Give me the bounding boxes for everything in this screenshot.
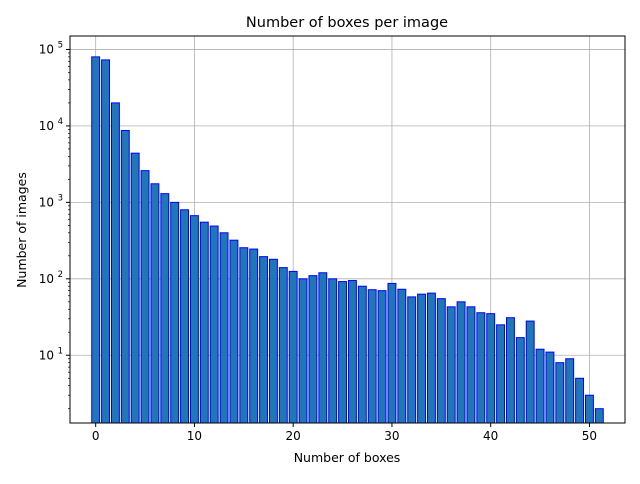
bar (180, 209, 190, 424)
bar (565, 358, 575, 424)
chart-title: Number of boxes per image (246, 15, 448, 31)
bar (535, 348, 545, 424)
bar (426, 292, 436, 424)
bar (515, 337, 525, 424)
bar (496, 324, 506, 424)
bar (189, 215, 199, 424)
bar (436, 298, 446, 424)
bar (545, 351, 555, 424)
y-tick-label: 10 (39, 195, 54, 209)
bar (91, 56, 101, 424)
y-axis-ticks: 10 1 10 2 10 3 10 4 10 5 (39, 40, 70, 410)
bar (150, 183, 160, 424)
bar (555, 362, 565, 424)
bar (219, 232, 229, 424)
bar (476, 312, 486, 424)
bar (160, 193, 170, 424)
y-tick-exponent: 4 (58, 117, 63, 127)
bar (338, 281, 348, 424)
y-tick-label: 10 (39, 272, 54, 286)
bar (486, 313, 496, 424)
bar (575, 377, 585, 424)
bar (584, 394, 594, 424)
bar (308, 275, 318, 424)
y-tick-exponent: 1 (58, 346, 63, 356)
bar (594, 408, 604, 424)
bar (446, 306, 456, 424)
bar (328, 278, 338, 424)
bar (170, 201, 180, 424)
bar (407, 296, 417, 424)
y-tick-label: 10 (39, 42, 54, 56)
bar (209, 225, 219, 424)
bar (377, 290, 387, 424)
bar (357, 285, 367, 424)
bar (298, 278, 308, 424)
bar (268, 258, 278, 424)
x-axis-label: Number of boxes (294, 450, 401, 465)
x-tick-label: 10 (187, 429, 202, 443)
bar (288, 270, 298, 424)
bar (130, 152, 140, 424)
bar (140, 170, 150, 424)
y-tick-label: 10 (39, 119, 54, 133)
y-tick-exponent: 2 (58, 270, 63, 280)
bar (367, 289, 377, 424)
x-tick-label: 50 (582, 429, 597, 443)
bar (199, 221, 209, 424)
bar (417, 293, 427, 424)
bar (239, 247, 249, 424)
bar (505, 317, 515, 424)
x-tick-label: 20 (286, 429, 301, 443)
bar (278, 267, 288, 424)
plot-frame (69, 35, 626, 424)
bar (456, 301, 466, 424)
bar (318, 272, 328, 424)
y-tick-exponent: 5 (58, 40, 63, 50)
bar (101, 59, 111, 424)
bar (249, 248, 259, 424)
y-tick-label: 10 (39, 348, 54, 362)
x-tick-label: 40 (483, 429, 498, 443)
x-axis-ticks: 0 10 20 30 40 50 (92, 423, 597, 443)
bar (525, 320, 535, 424)
bar (466, 306, 476, 424)
bar (259, 256, 269, 424)
bar (387, 282, 397, 424)
x-tick-label: 0 (92, 429, 100, 443)
bar (347, 280, 357, 424)
y-axis-label: Number of images (14, 172, 29, 288)
x-tick-label: 30 (384, 429, 399, 443)
bar (397, 288, 407, 424)
bar (110, 102, 120, 424)
bar (229, 239, 239, 424)
bars (91, 56, 604, 424)
y-tick-exponent: 3 (58, 193, 63, 203)
bar (120, 130, 130, 424)
